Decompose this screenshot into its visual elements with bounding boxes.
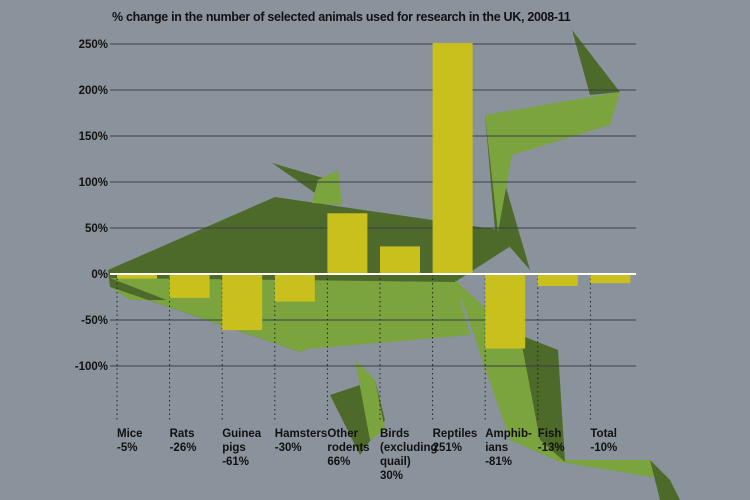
bar — [485, 274, 526, 349]
bar — [169, 274, 210, 298]
category-label: Fish — [538, 428, 562, 440]
category-label: -61% — [222, 456, 249, 468]
bar — [327, 213, 368, 274]
fish-lower-fin-tip-dark — [650, 460, 680, 500]
fish-top-fin-light — [312, 170, 342, 205]
y-tick-label: 100% — [79, 177, 108, 189]
category-label: Mice — [117, 428, 143, 440]
fish-tail-light — [485, 92, 620, 155]
category-label: rodents — [327, 442, 369, 454]
category-label: pigs — [222, 442, 246, 454]
category-labels-layer: Mice -5% Rats -26% Guinea pigs -61% Hamsters -30… — [117, 428, 617, 482]
category-label: (excluding — [380, 442, 438, 454]
y-tick-label: 0% — [91, 269, 108, 281]
bar — [274, 274, 315, 302]
fish-bottom-fin-light — [355, 360, 385, 440]
grid-layer: 250% 200% 150% 100% 50% 0% -50% -100% — [75, 39, 636, 422]
category-label: -81% — [485, 456, 512, 468]
category-label: -30% — [275, 442, 302, 454]
y-tick-label: 150% — [79, 131, 108, 143]
category-label: 251% — [433, 442, 462, 454]
category-label: Amphib- — [485, 428, 532, 440]
bar — [432, 43, 473, 274]
y-tick-label: -50% — [81, 315, 108, 327]
category-label: Rats — [170, 428, 195, 440]
category-label: -26% — [170, 442, 197, 454]
category-label: -13% — [538, 442, 565, 454]
category-label: 30% — [380, 470, 403, 482]
category-label: -10% — [590, 442, 617, 454]
category-label: quail) — [380, 456, 411, 468]
bar — [590, 274, 631, 284]
bar — [380, 246, 420, 274]
bar — [537, 274, 578, 286]
category-label: Total — [590, 428, 617, 440]
y-tick-label: 250% — [79, 39, 108, 51]
category-label: ians — [485, 442, 508, 454]
category-label: Other — [327, 428, 358, 440]
category-label: Birds — [380, 428, 409, 440]
bar — [117, 274, 157, 279]
category-label: Hamsters — [275, 428, 327, 440]
fish-tail-lower-light — [485, 115, 512, 232]
category-label: Reptiles — [433, 428, 478, 440]
bar — [222, 274, 263, 331]
chart-title: % change in the number of selected anima… — [112, 10, 571, 24]
y-tick-label: 200% — [79, 85, 108, 97]
y-tick-label: 50% — [85, 223, 108, 235]
category-label: -5% — [117, 442, 137, 454]
category-label: 66% — [327, 456, 350, 468]
fish-lower-fin-dark — [520, 335, 565, 462]
bars-layer — [110, 43, 636, 349]
y-tick-label: -100% — [75, 361, 108, 373]
category-label: Guinea — [222, 428, 262, 440]
fish-tail-dark — [572, 30, 620, 95]
